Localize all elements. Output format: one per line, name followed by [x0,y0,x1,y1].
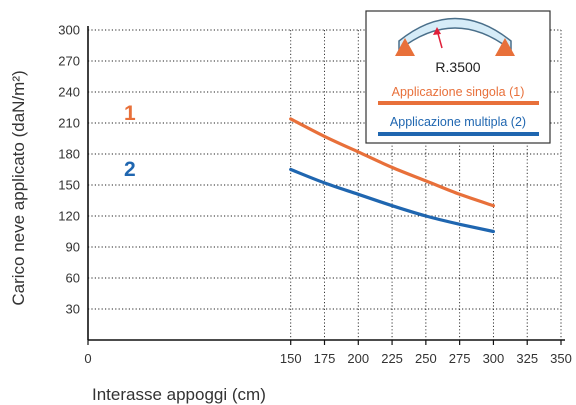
x-axis-label: Interasse appoggi (cm) [92,385,266,404]
series-1-line [289,117,495,208]
series-lines [289,117,495,234]
y-tick-label: 60 [66,271,80,286]
y-tick-label: 240 [58,85,80,100]
radius-label: R.3500 [435,59,480,75]
radius-arrowhead-icon [433,27,441,35]
x-tick-label: 350 [550,351,572,366]
x-tick-label: 250 [415,351,437,366]
support-left-icon [395,38,415,56]
y-tick-label: 30 [66,302,80,317]
y-tick-label: 300 [58,23,80,38]
series-2-number: 2 [124,158,136,181]
y-tick-label: 90 [66,240,80,255]
axes [87,26,565,345]
y-tick-label: 180 [58,147,80,162]
x-tick-label: 0 [84,351,91,366]
x-tick-labels: 0 150 175 200 225 250 275 300 325 350 [84,351,571,366]
legend-box [365,10,551,144]
x-tick-label: 150 [280,351,302,366]
x-tick-label: 225 [381,351,403,366]
x-tick-label: 325 [516,351,538,366]
x-tick-label: 275 [449,351,471,366]
x-tick-label: 200 [347,351,369,366]
y-tick-labels: 30 60 90 120 150 180 210 240 270 300 [58,23,80,317]
y-axis-label: Carico neve applicato (daN/m²) [9,70,28,305]
x-tick-label: 175 [314,351,336,366]
x-tick-label: 300 [483,351,505,366]
y-tick-label: 150 [58,178,80,193]
y-tick-label: 210 [58,116,80,131]
y-tick-label: 270 [58,54,80,69]
legend-entry-2-label: Applicazione multipla (2) [390,115,526,129]
legend-entry-1-label: Applicazione singola (1) [392,85,525,99]
support-right-icon [495,38,515,56]
series-1-number: 1 [124,102,136,125]
y-tick-label: 120 [58,209,80,224]
legend: R.3500 Applicazione singola (1) Applicaz… [365,10,551,144]
series-2-line [289,167,495,234]
